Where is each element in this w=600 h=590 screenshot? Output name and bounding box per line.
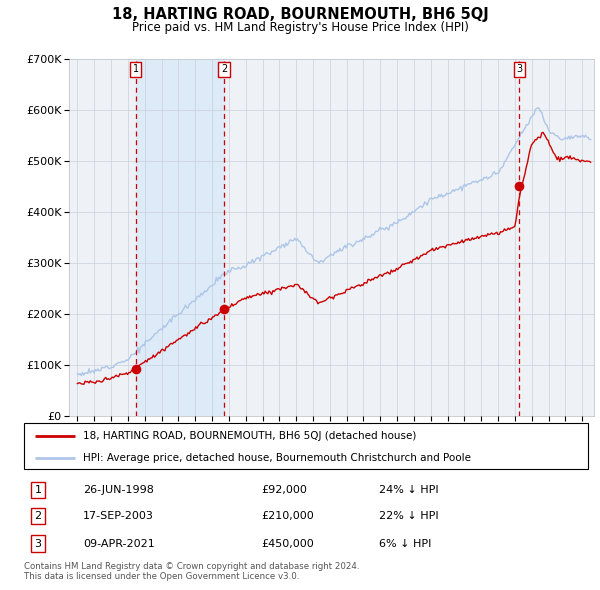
Text: 18, HARTING ROAD, BOURNEMOUTH, BH6 5QJ: 18, HARTING ROAD, BOURNEMOUTH, BH6 5QJ — [112, 7, 488, 22]
Text: 17-SEP-2003: 17-SEP-2003 — [83, 512, 154, 521]
Text: 2: 2 — [35, 512, 41, 521]
FancyBboxPatch shape — [24, 423, 588, 469]
Text: Contains HM Land Registry data © Crown copyright and database right 2024.: Contains HM Land Registry data © Crown c… — [24, 562, 359, 571]
Text: 2: 2 — [221, 64, 227, 74]
Bar — [136, 59, 224, 416]
Text: 1: 1 — [133, 64, 139, 74]
Text: 09-APR-2021: 09-APR-2021 — [83, 539, 155, 549]
Text: 24% ↓ HPI: 24% ↓ HPI — [379, 485, 439, 495]
Text: 3: 3 — [35, 539, 41, 549]
Text: £450,000: £450,000 — [261, 539, 314, 549]
Text: This data is licensed under the Open Government Licence v3.0.: This data is licensed under the Open Gov… — [24, 572, 299, 581]
Text: 1: 1 — [35, 485, 41, 495]
Text: 18, HARTING ROAD, BOURNEMOUTH, BH6 5QJ (detached house): 18, HARTING ROAD, BOURNEMOUTH, BH6 5QJ (… — [83, 431, 416, 441]
Text: HPI: Average price, detached house, Bournemouth Christchurch and Poole: HPI: Average price, detached house, Bour… — [83, 453, 471, 463]
Text: 26-JUN-1998: 26-JUN-1998 — [83, 485, 154, 495]
Text: £92,000: £92,000 — [261, 485, 307, 495]
Text: 6% ↓ HPI: 6% ↓ HPI — [379, 539, 431, 549]
Text: £210,000: £210,000 — [261, 512, 314, 521]
Text: 3: 3 — [517, 64, 523, 74]
Text: Price paid vs. HM Land Registry's House Price Index (HPI): Price paid vs. HM Land Registry's House … — [131, 21, 469, 34]
Text: 22% ↓ HPI: 22% ↓ HPI — [379, 512, 439, 521]
